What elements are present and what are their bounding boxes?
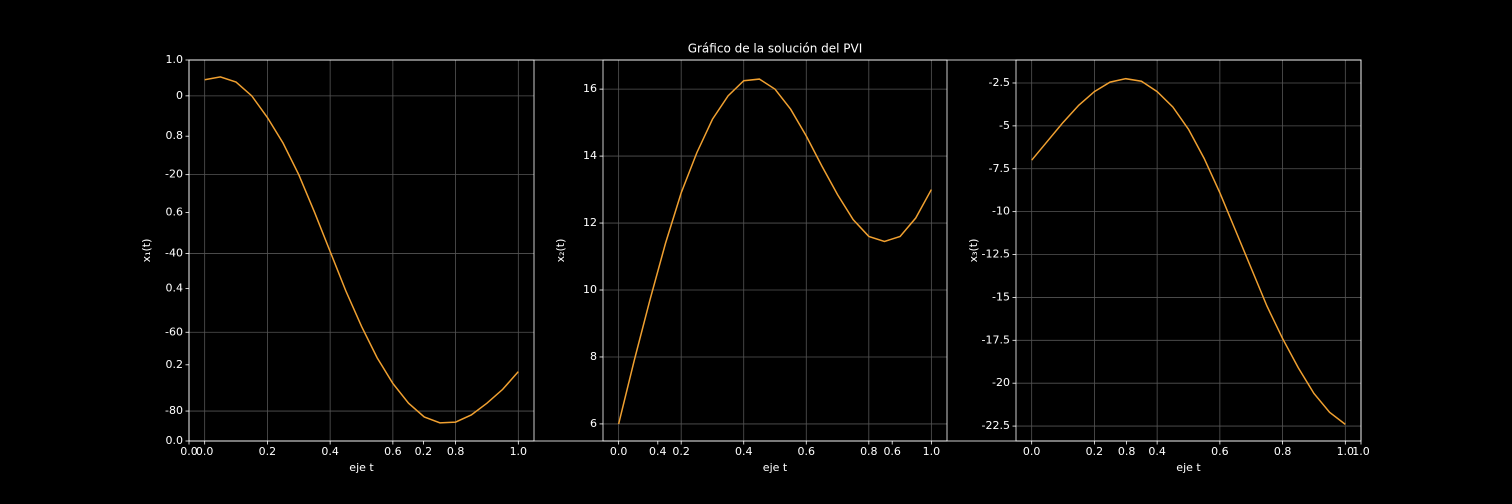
y-tick-label: 0.8 (166, 129, 184, 142)
x-tick-label: 0.6 (1211, 445, 1229, 458)
line-series (204, 76, 519, 424)
x-tick-label: 1.0 (923, 445, 941, 458)
x-tick-label: 0.8 (1118, 445, 1136, 458)
x-tick-label: 0.0 (180, 445, 198, 458)
x-tick-label: 0.8 (1274, 445, 1292, 458)
y-tick-label: 14 (583, 149, 597, 162)
x-tick-label: 0.2 (672, 445, 690, 458)
x-tick-label: 0.6 (384, 445, 402, 458)
y-tick-label: -60 (165, 325, 183, 338)
y-tick-label: -10 (992, 205, 1010, 218)
x-tick-label: 0.0 (1023, 445, 1041, 458)
y-tick-label: -2.5 (989, 76, 1010, 89)
x-tick-label: 1.0 (1352, 445, 1370, 458)
x-tick-label: 0.4 (649, 445, 667, 458)
y-tick-label: 0 (176, 89, 183, 102)
y-tick-label: 0.2 (166, 358, 184, 371)
y-tick-label: 0.4 (166, 282, 184, 295)
x-tick-label: 0.6 (798, 445, 816, 458)
x-tick-label: 1.0 (510, 445, 528, 458)
x-tick-label: 0.2 (415, 445, 433, 458)
y-tick-label: 6 (590, 417, 597, 430)
chart-title: Gráfico de la solución del PVI (688, 42, 863, 56)
x-tick-label: 0.6 (883, 445, 901, 458)
line-series (617, 78, 933, 425)
y-tick-label: -20 (165, 168, 183, 181)
line-series (1031, 77, 1346, 425)
x-tick-label: 0.0 (610, 445, 628, 458)
y-axis-label: x₁(t) (140, 239, 153, 263)
y-tick-label: 0.0 (166, 434, 184, 447)
axes-frame (188, 59, 1362, 442)
x-tick-label: 0.4 (735, 445, 753, 458)
y-axis-label: x₃(t) (967, 239, 980, 263)
x-tick-label: 0.8 (860, 445, 878, 458)
x-tick-label: 0.2 (1086, 445, 1104, 458)
y-tick-label: 10 (583, 283, 597, 296)
y-tick-label: -17.5 (982, 333, 1010, 346)
axes-frame (188, 59, 535, 442)
y-axis-label: x₂(t) (554, 239, 567, 263)
x-tick-label: 0.4 (1148, 445, 1166, 458)
y-tick-label: -5 (999, 119, 1010, 132)
axes-frame (602, 59, 948, 442)
y-tick-label: -22.5 (982, 419, 1010, 432)
y-tick-label: 16 (583, 82, 597, 95)
x-tick-label: 0.4 (321, 445, 339, 458)
x-axis-label: eje t (349, 461, 374, 474)
y-tick-label: 0.6 (166, 205, 184, 218)
y-tick-label: -7.5 (989, 162, 1010, 175)
x-tick-label: 0.0 (196, 445, 214, 458)
x-axis-label: eje t (763, 461, 788, 474)
y-tick-label: 8 (590, 350, 597, 363)
y-tick-label: 12 (583, 216, 597, 229)
x-tick-label: 0.8 (447, 445, 465, 458)
y-tick-label: -12.5 (982, 248, 1010, 261)
y-tick-label: 1.0 (166, 53, 184, 66)
y-tick-label: -20 (992, 376, 1010, 389)
y-tick-label: -40 (165, 246, 183, 259)
x-axis-label: eje t (1176, 461, 1201, 474)
x-tick-label: 1.0 (1337, 445, 1355, 458)
x-tick-label: 0.2 (259, 445, 277, 458)
y-tick-label: -15 (992, 290, 1010, 303)
y-tick-label: -80 (165, 404, 183, 417)
